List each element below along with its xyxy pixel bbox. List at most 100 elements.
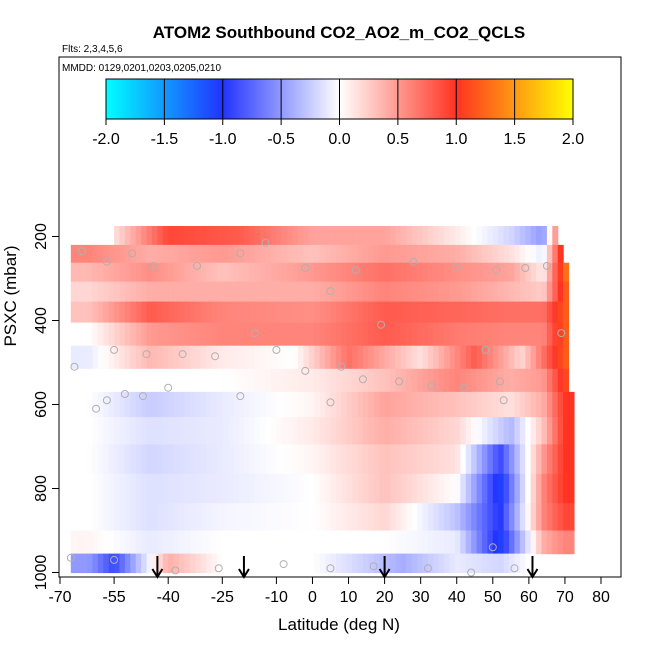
heatmap-cell <box>206 368 213 393</box>
heatmap-cell <box>184 417 191 445</box>
heatmap-cell <box>362 503 369 532</box>
heatmap-cell <box>124 345 131 370</box>
heatmap-cell <box>281 444 288 475</box>
heatmap-cell <box>319 262 326 283</box>
heatmap-cell <box>395 301 402 324</box>
heatmap-cell <box>314 226 321 246</box>
heatmap-cell <box>233 368 240 393</box>
heatmap-cell <box>563 322 570 347</box>
heatmap-cell <box>503 417 510 445</box>
heatmap-cell <box>260 322 267 347</box>
y-tick-label: 600 <box>33 391 50 418</box>
heatmap-cell <box>384 444 391 475</box>
heatmap-cell <box>444 301 451 324</box>
heatmap-cell <box>265 322 272 347</box>
heatmap-cell <box>422 244 429 264</box>
heatmap-cell <box>368 368 375 393</box>
heatmap-cell <box>179 391 186 418</box>
heatmap-cell <box>357 262 364 283</box>
heatmap-cell <box>406 503 413 532</box>
sample-point <box>427 381 436 390</box>
heatmap-cell <box>151 530 158 555</box>
heatmap-cell <box>341 226 348 246</box>
heatmap-cell <box>335 345 342 370</box>
heatmap-cell <box>184 368 191 393</box>
heatmap-cell <box>243 503 250 532</box>
colorbar-tick-label: 1.0 <box>445 131 467 148</box>
heatmap-cell <box>281 391 288 418</box>
heatmap-cell <box>119 281 126 303</box>
heatmap-cell <box>249 244 256 264</box>
heatmap-cell <box>390 417 397 445</box>
heatmap-cell <box>395 281 402 303</box>
heatmap-cell <box>70 345 77 370</box>
heatmap-cell <box>265 368 272 393</box>
heatmap-cell <box>509 530 516 555</box>
heatmap-cell <box>146 391 153 418</box>
heatmap-cell <box>481 553 488 574</box>
heatmap-cell <box>530 244 537 264</box>
heatmap-cell <box>260 444 267 475</box>
heatmap-cell <box>417 226 424 246</box>
heatmap-cell <box>157 473 164 504</box>
heatmap-cell <box>189 281 196 303</box>
heatmap-cell <box>211 322 218 347</box>
x-tick-label: 30 <box>412 589 430 606</box>
heatmap-cell <box>514 345 521 370</box>
heatmap-cell <box>417 473 424 504</box>
heatmap-cell <box>151 444 158 475</box>
heatmap-cell <box>276 345 283 370</box>
heatmap-cell <box>70 473 77 504</box>
heatmap-cell <box>281 553 288 574</box>
heatmap-cell <box>157 553 164 574</box>
heatmap-cell <box>390 244 397 264</box>
heatmap-cell <box>233 262 240 283</box>
sample-point <box>110 345 119 354</box>
heatmap-cell <box>417 244 424 264</box>
heatmap-cell <box>206 503 213 532</box>
heatmap-cell <box>70 417 77 445</box>
heatmap-cell <box>481 262 488 283</box>
heatmap-cell <box>249 368 256 393</box>
heatmap-cell <box>146 322 153 347</box>
heatmap-cell <box>87 391 94 418</box>
heatmap-cell <box>254 281 261 303</box>
heatmap-cell <box>265 391 272 418</box>
heatmap-cell <box>298 345 305 370</box>
heatmap-cell <box>254 391 261 418</box>
heatmap-cell <box>97 345 104 370</box>
heatmap-cell <box>276 244 283 264</box>
heatmap-cell <box>465 368 472 393</box>
heatmap-cell <box>400 262 407 283</box>
heatmap-cell <box>270 391 277 418</box>
heatmap-cell <box>135 368 142 393</box>
heatmap-cell <box>81 281 88 303</box>
heatmap-cell <box>503 244 510 264</box>
heatmap-cell <box>433 281 440 303</box>
heatmap-cell <box>368 530 375 555</box>
heatmap-cell <box>292 417 299 445</box>
heatmap-cell <box>298 322 305 347</box>
heatmap-cell <box>541 281 548 303</box>
heatmap-cell <box>184 345 191 370</box>
heatmap-cell <box>449 417 456 445</box>
heatmap-cell <box>362 553 369 574</box>
heatmap-cell <box>325 530 332 555</box>
heatmap-cell <box>460 244 467 264</box>
heatmap-cell <box>373 368 380 393</box>
heatmap-cell <box>70 301 77 324</box>
heatmap-cell <box>525 530 532 555</box>
heatmap-cell <box>270 262 277 283</box>
heatmap-cell <box>379 244 386 264</box>
heatmap-cell <box>292 368 299 393</box>
heatmap-cell <box>146 444 153 475</box>
heatmap-cell <box>422 503 429 532</box>
heatmap-cell <box>395 530 402 555</box>
heatmap-cell <box>481 281 488 303</box>
heatmap-cell <box>411 444 418 475</box>
heatmap-cell <box>503 322 510 347</box>
heatmap-cell <box>92 503 99 532</box>
heatmap-cell <box>292 301 299 324</box>
heatmap-cell <box>422 322 429 347</box>
x-tick-label: -70 <box>48 589 71 606</box>
